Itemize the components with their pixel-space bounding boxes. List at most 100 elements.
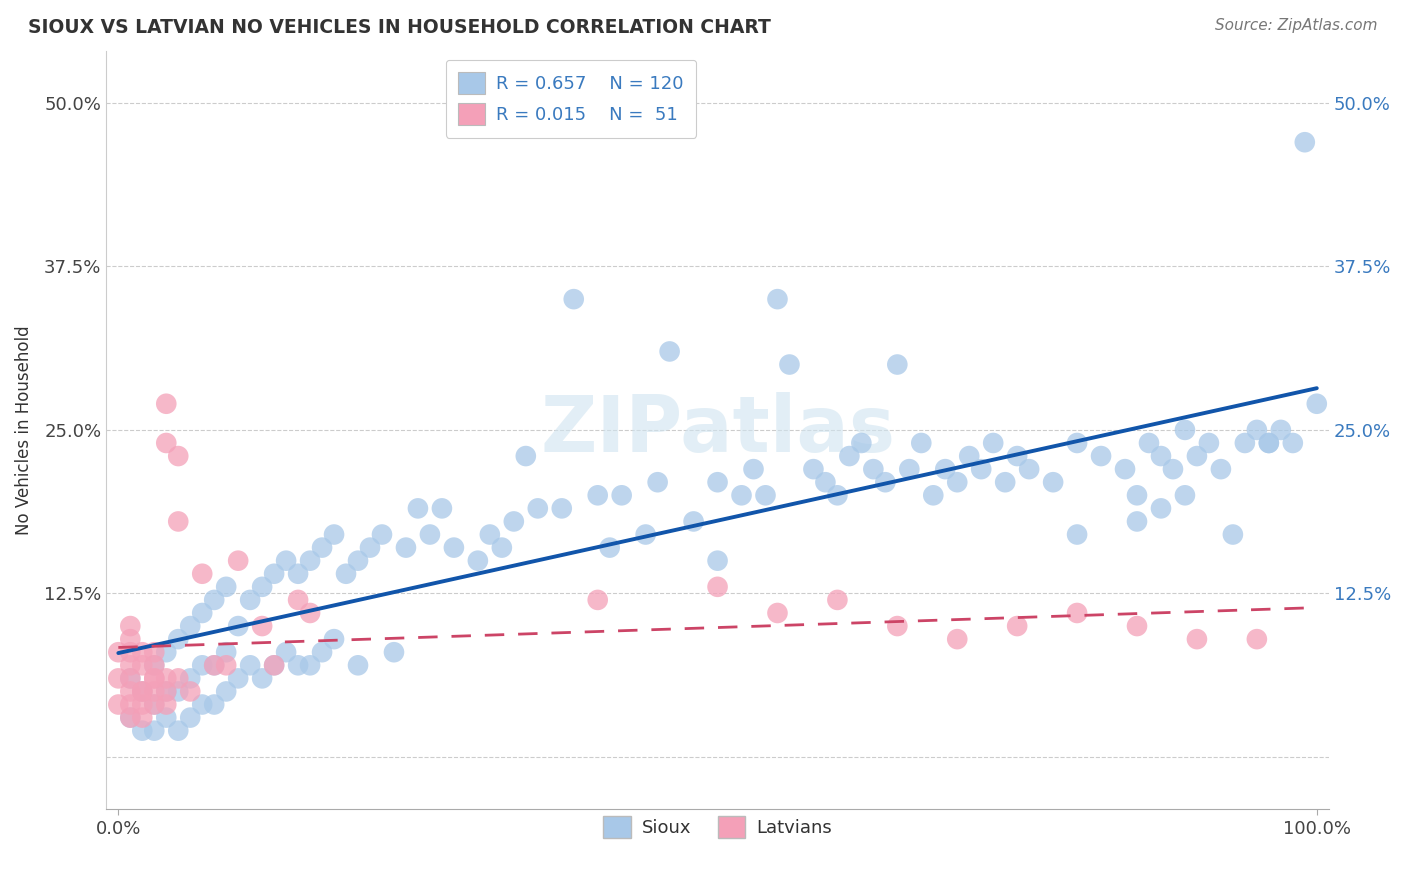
Point xyxy=(1150,449,1173,463)
Point xyxy=(167,684,190,698)
Point xyxy=(120,672,142,686)
Point xyxy=(862,462,884,476)
Point xyxy=(1114,462,1136,476)
Point xyxy=(287,593,309,607)
Point xyxy=(299,658,322,673)
Point xyxy=(299,554,322,568)
Point xyxy=(910,436,932,450)
Point xyxy=(250,580,273,594)
Point xyxy=(1018,462,1040,476)
Point xyxy=(263,566,285,581)
Point xyxy=(970,462,993,476)
Point xyxy=(946,632,969,647)
Point xyxy=(131,723,153,738)
Point xyxy=(467,554,489,568)
Point xyxy=(167,723,190,738)
Point xyxy=(143,698,166,712)
Point xyxy=(107,672,129,686)
Point xyxy=(430,501,453,516)
Point xyxy=(120,632,142,647)
Point xyxy=(814,475,837,490)
Point xyxy=(299,606,322,620)
Point xyxy=(419,527,441,541)
Point xyxy=(120,672,142,686)
Point xyxy=(1222,527,1244,541)
Point xyxy=(1126,488,1149,502)
Point xyxy=(143,658,166,673)
Point xyxy=(179,684,201,698)
Point xyxy=(120,619,142,633)
Point xyxy=(131,684,153,698)
Point xyxy=(1066,436,1088,450)
Point xyxy=(1126,619,1149,633)
Point xyxy=(1150,501,1173,516)
Point xyxy=(215,684,238,698)
Point xyxy=(131,698,153,712)
Point xyxy=(1137,436,1160,450)
Point xyxy=(957,449,980,463)
Point xyxy=(1306,397,1329,411)
Point xyxy=(395,541,418,555)
Point xyxy=(706,554,728,568)
Point xyxy=(778,358,800,372)
Point xyxy=(191,606,214,620)
Point xyxy=(167,632,190,647)
Point xyxy=(143,723,166,738)
Point xyxy=(1066,527,1088,541)
Point xyxy=(1161,462,1184,476)
Point xyxy=(1185,632,1208,647)
Point xyxy=(120,684,142,698)
Point xyxy=(155,436,177,450)
Point xyxy=(239,593,262,607)
Point xyxy=(1090,449,1112,463)
Point xyxy=(1246,632,1268,647)
Point xyxy=(215,658,238,673)
Point xyxy=(202,698,225,712)
Point xyxy=(1233,436,1256,450)
Point xyxy=(382,645,405,659)
Point xyxy=(179,672,201,686)
Point xyxy=(287,658,309,673)
Point xyxy=(1246,423,1268,437)
Point xyxy=(922,488,945,502)
Point xyxy=(706,580,728,594)
Point xyxy=(226,672,249,686)
Point xyxy=(226,619,249,633)
Point xyxy=(1198,436,1220,450)
Point xyxy=(143,684,166,698)
Point xyxy=(562,292,585,306)
Point xyxy=(263,658,285,673)
Point xyxy=(610,488,633,502)
Point xyxy=(551,501,574,516)
Point xyxy=(143,698,166,712)
Point xyxy=(202,658,225,673)
Point xyxy=(586,593,609,607)
Point xyxy=(263,658,285,673)
Point xyxy=(1294,135,1316,149)
Point xyxy=(143,672,166,686)
Point xyxy=(634,527,657,541)
Point xyxy=(994,475,1017,490)
Point xyxy=(191,698,214,712)
Point xyxy=(981,436,1004,450)
Point xyxy=(250,672,273,686)
Point xyxy=(155,397,177,411)
Point xyxy=(1281,436,1303,450)
Point xyxy=(131,710,153,724)
Point xyxy=(155,645,177,659)
Point xyxy=(167,515,190,529)
Point xyxy=(143,645,166,659)
Point xyxy=(1005,449,1028,463)
Point xyxy=(120,698,142,712)
Point xyxy=(766,606,789,620)
Point xyxy=(827,488,849,502)
Point xyxy=(155,710,177,724)
Point xyxy=(838,449,860,463)
Point xyxy=(179,710,201,724)
Point xyxy=(754,488,776,502)
Point xyxy=(323,632,346,647)
Legend: Sioux, Latvians: Sioux, Latvians xyxy=(596,809,839,846)
Point xyxy=(886,619,908,633)
Point xyxy=(766,292,789,306)
Point xyxy=(1174,423,1197,437)
